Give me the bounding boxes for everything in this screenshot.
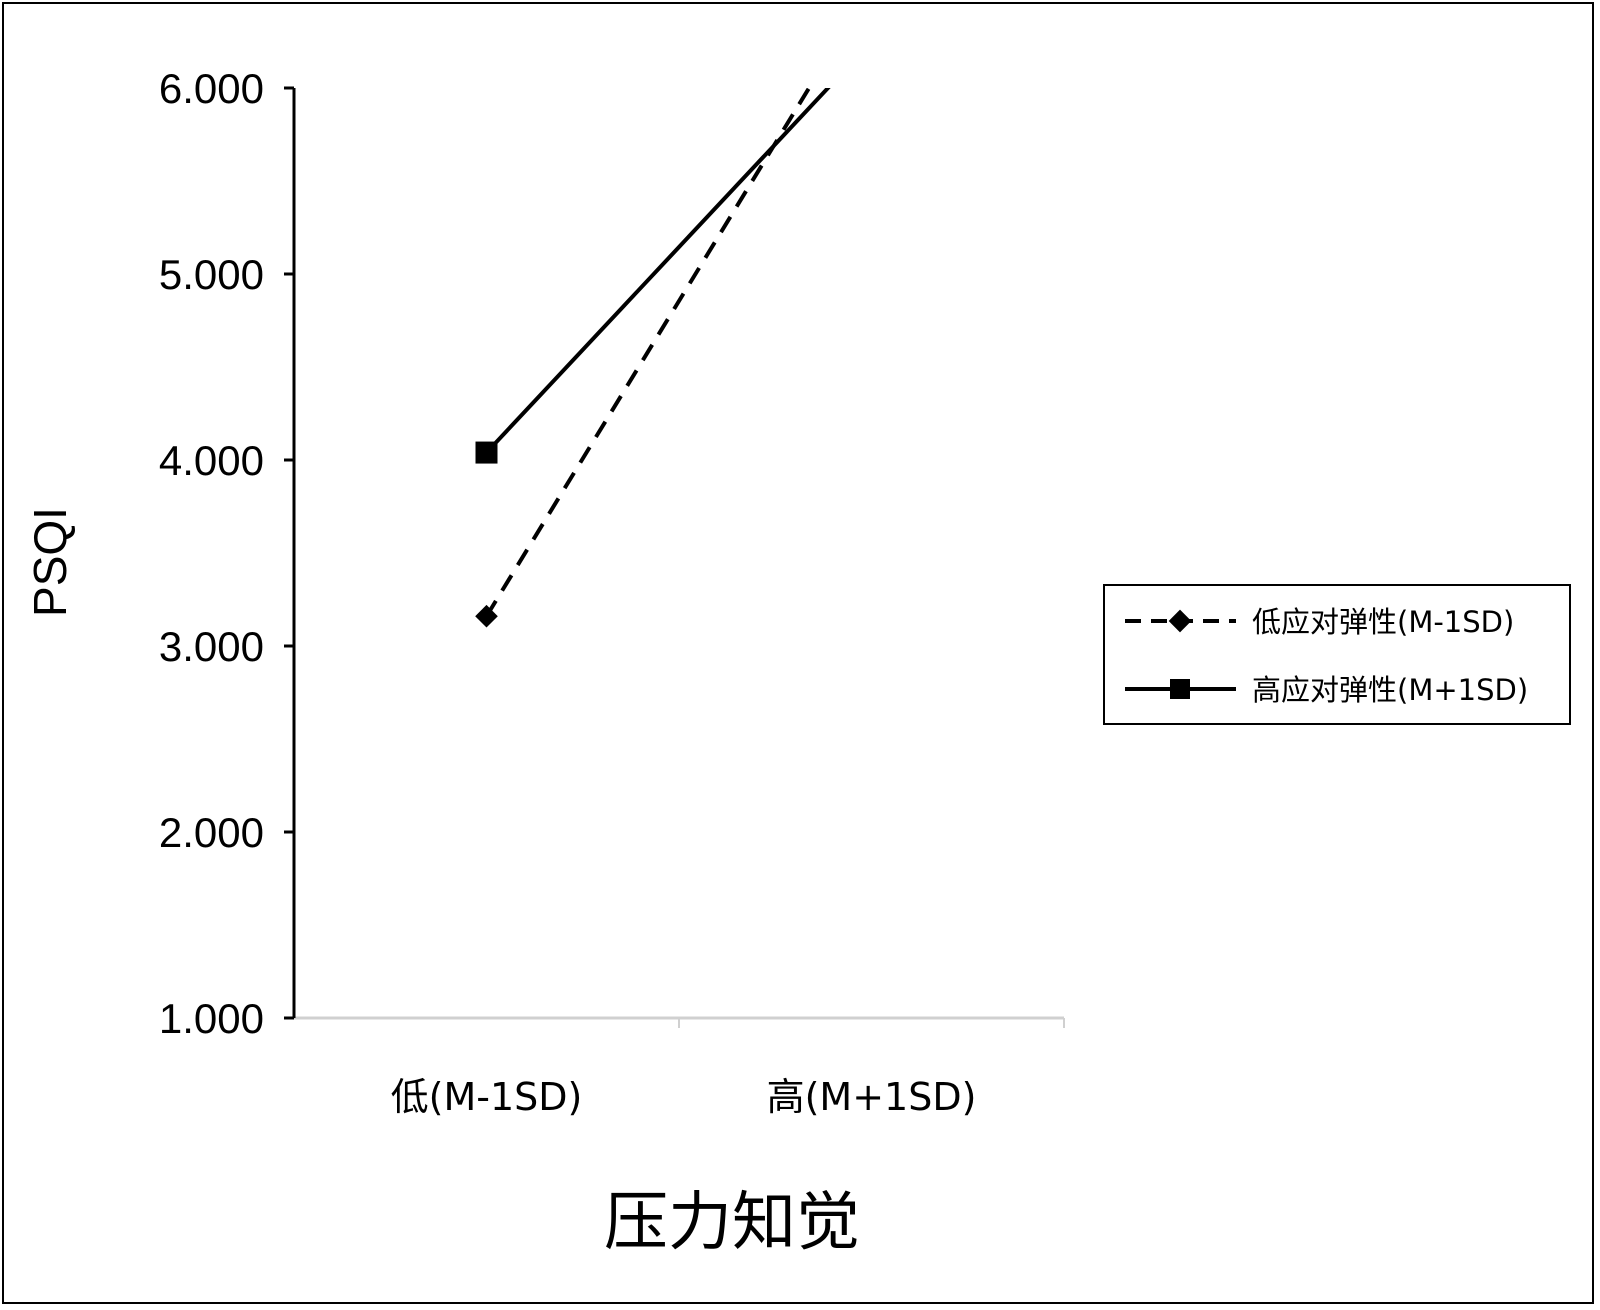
x-category-label: 低(M-1SD) [391, 1075, 583, 1119]
y-tick-label: 6.000 [159, 65, 264, 112]
x-axis-title: 压力知觉 [604, 1186, 860, 1260]
y-tick-label: 2.000 [159, 809, 264, 856]
series-group [484, 88, 831, 618]
legend-box [1103, 584, 1571, 725]
x-ticks: 低(M-1SD) 高(M+1SD) [391, 1018, 1065, 1119]
x-category-label: 高(M+1SD) [767, 1075, 977, 1119]
y-tick-label: 3.000 [159, 623, 264, 670]
series-line-high [485, 88, 831, 454]
data-point-high [475, 441, 498, 464]
y-tick-label: 4.000 [159, 437, 264, 484]
series-line-low [484, 88, 812, 618]
y-axis-title: PSQI [24, 507, 76, 617]
y-tick-label: 1.000 [159, 995, 264, 1042]
axes [292, 88, 1064, 1020]
legend-label-low: 低应对弹性(M-1SD) [1252, 605, 1514, 639]
markers-group [475, 441, 498, 628]
legend-marker-low [1168, 609, 1192, 633]
y-tick-label: 5.000 [159, 251, 264, 298]
data-point-low [475, 604, 498, 628]
legend: 低应对弹性(M-1SD) 高应对弹性(M+1SD) [1103, 584, 1571, 725]
y-ticks: 1.000 2.000 3.000 4.000 5.000 6.000 [159, 65, 294, 1042]
legend-marker-high [1170, 679, 1190, 699]
legend-label-high: 高应对弹性(M+1SD) [1252, 673, 1528, 707]
